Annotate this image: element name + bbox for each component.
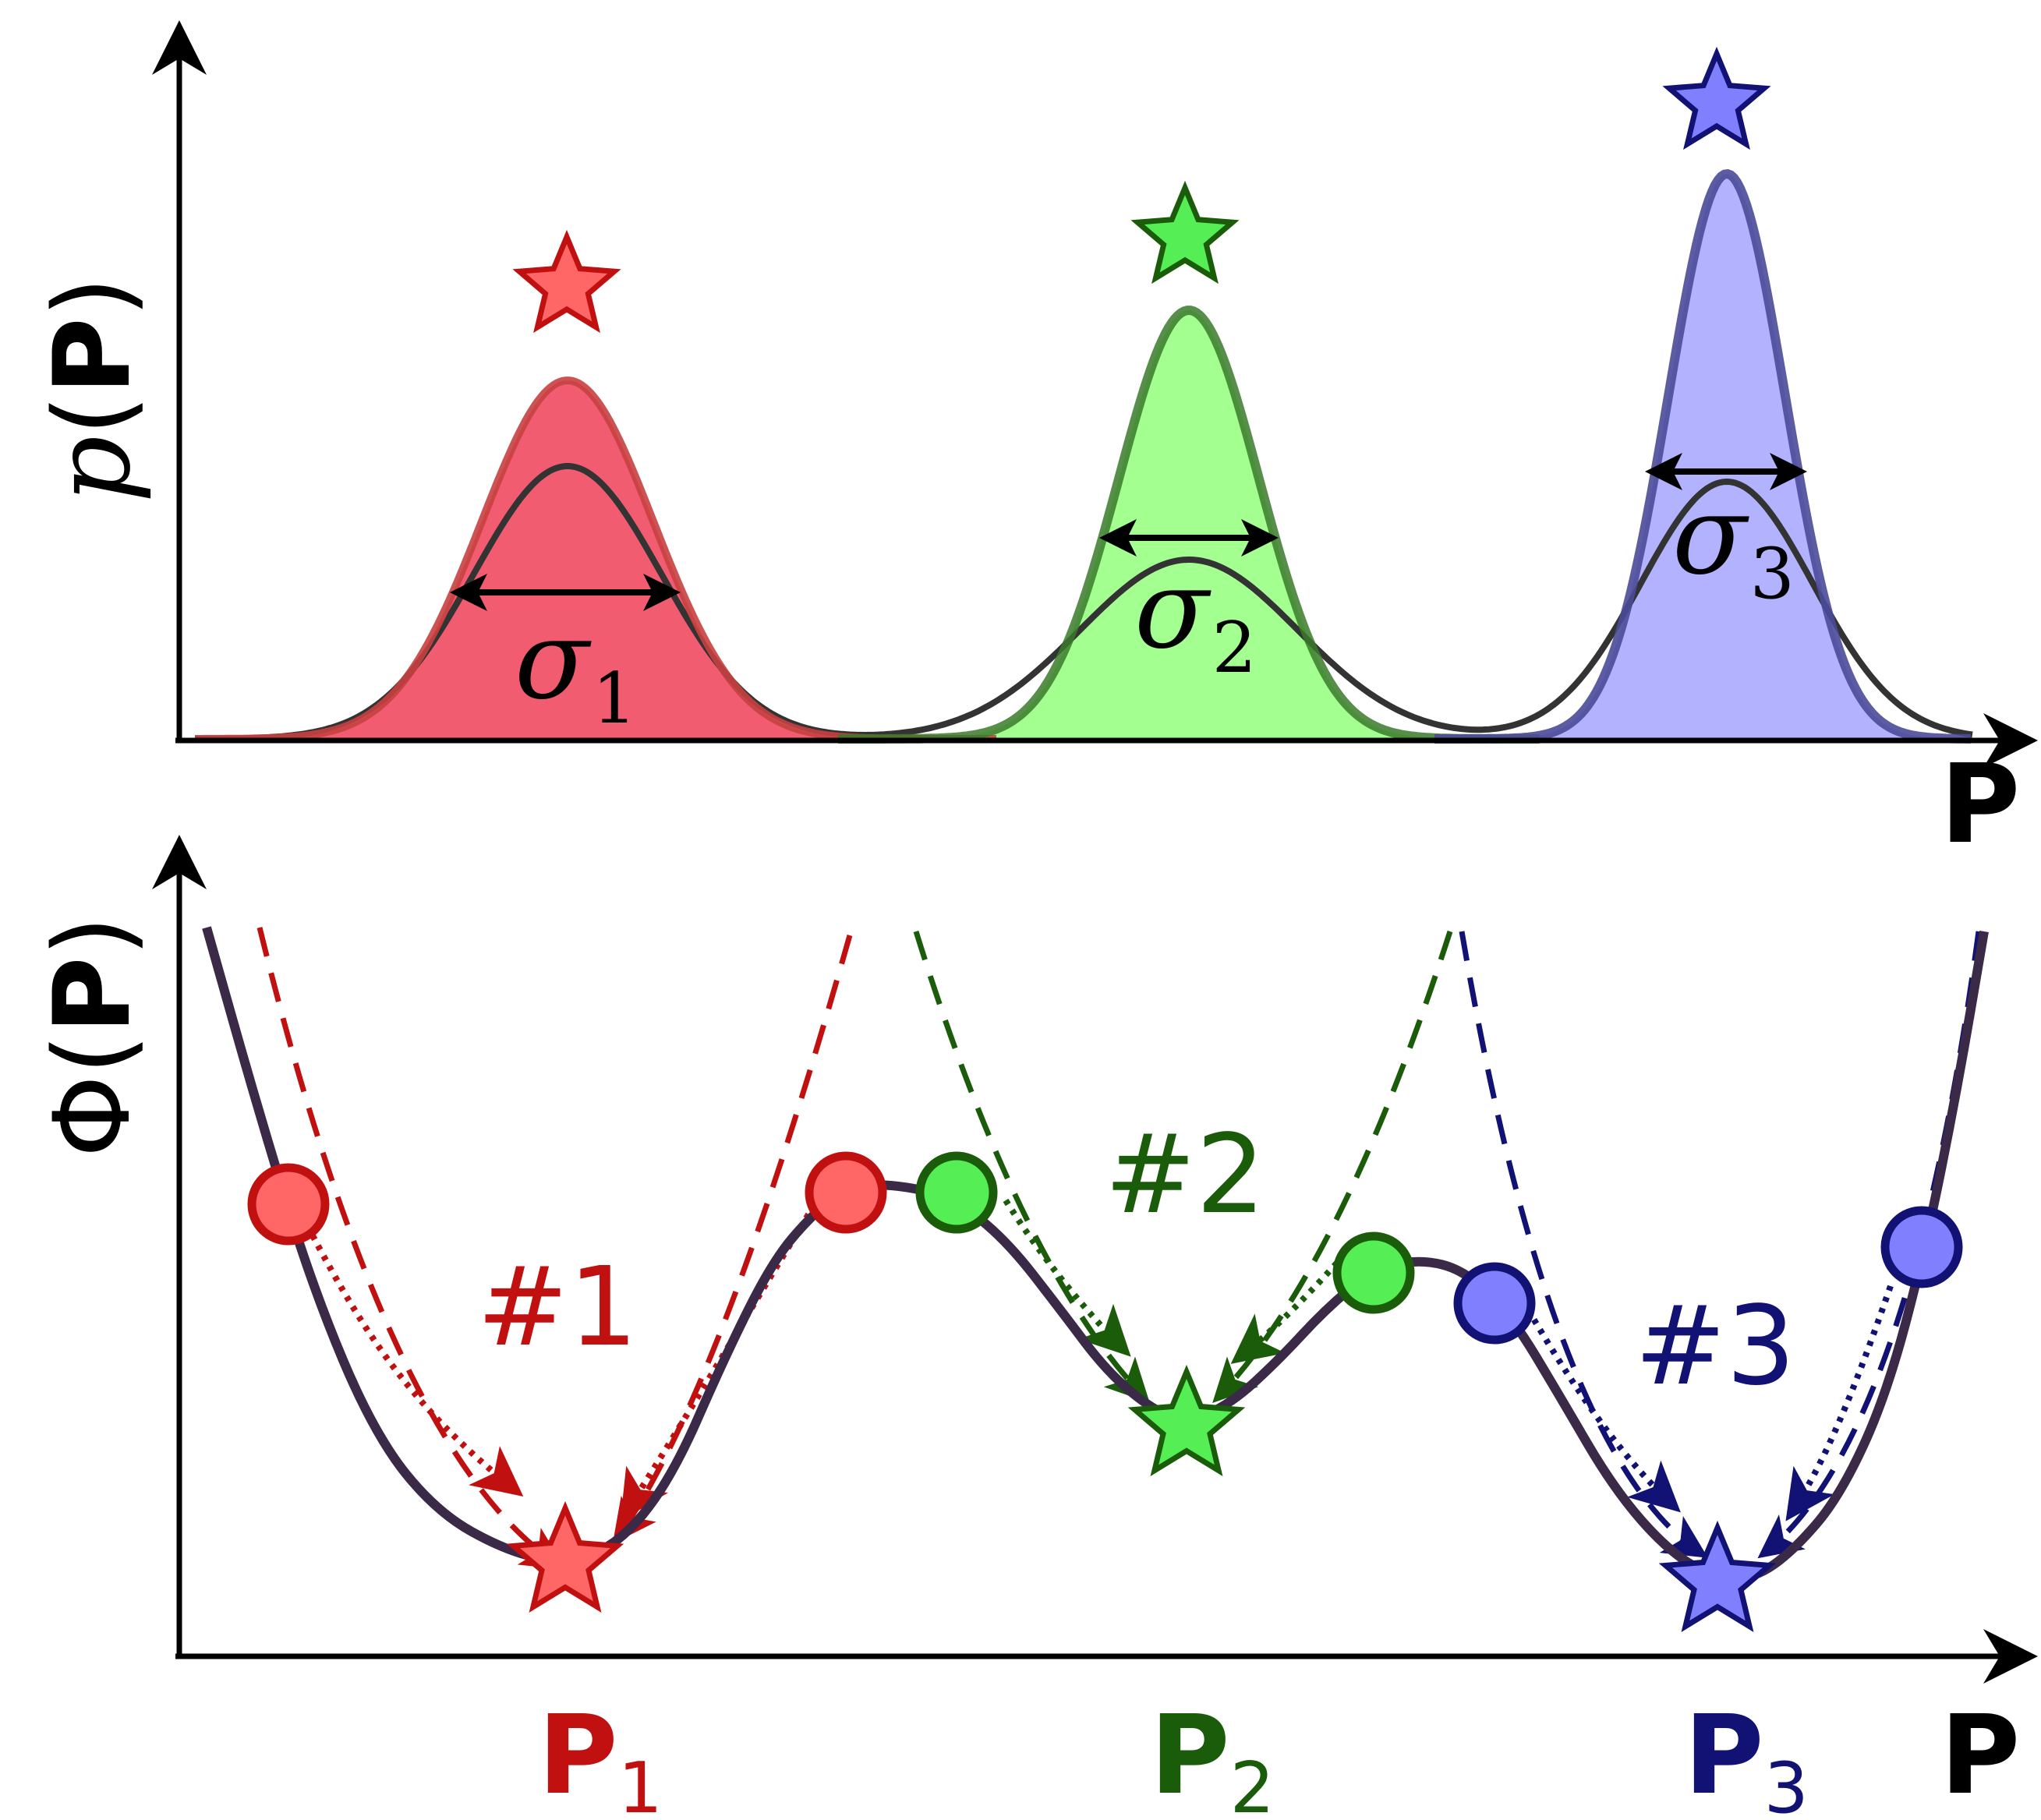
sigma-1-label: σ1	[515, 597, 637, 740]
sigma-3-label: σ3	[1672, 472, 1795, 615]
descent-path-2-right	[1230, 1260, 1339, 1364]
top-x-axis-label: P	[1940, 741, 2021, 868]
star-icon	[506, 1500, 624, 1613]
well-label-1: #1	[477, 1244, 638, 1371]
descent-path-2-left	[1003, 1198, 1131, 1357]
circle-marker	[1332, 1232, 1415, 1314]
local-quadratic-3-left	[1459, 931, 1708, 1558]
circle-marker	[1880, 1206, 1963, 1288]
top-y-axis-label: p(P)	[31, 277, 154, 504]
sigma-2-label: σ2	[1134, 546, 1257, 689]
circle-marker	[805, 1151, 887, 1234]
star-icon	[1662, 46, 1771, 150]
star-icon	[1127, 1364, 1246, 1476]
gaussian-2-curve	[838, 306, 1540, 744]
minimum-label-2: P2	[1150, 1692, 1275, 1820]
sample-markers	[247, 1151, 1963, 1632]
local-quadratic-1-right	[612, 935, 853, 1544]
bottom-x-axis-label: P	[1940, 1692, 2021, 1819]
circle-marker	[247, 1163, 330, 1246]
potential-curve	[202, 926, 1989, 1583]
minimum-label-1: P1	[538, 1692, 663, 1820]
well-label-3: #3	[1635, 1283, 1795, 1410]
peak-stars	[512, 46, 1771, 334]
star-icon	[1658, 1520, 1777, 1632]
circle-marker	[1453, 1262, 1536, 1345]
descent-path-1-right	[620, 1202, 818, 1521]
star-icon	[512, 229, 621, 334]
bottom-panel: #1 #2 #3 P1 P2 P3 Φ(P) P	[31, 835, 2038, 1820]
descent-path-3-left	[1525, 1307, 1681, 1513]
gaussian-3-fill	[1434, 174, 1972, 740]
top-panel: σ1 σ2 σ3 p(P) P	[31, 20, 2038, 868]
mixture-density-curve	[195, 463, 1973, 742]
gaussian-1-fill	[195, 380, 996, 739]
gaussian-3-curve	[1434, 168, 1971, 744]
minimum-label-3: P3	[1684, 1692, 1809, 1820]
local-quadratic-1-left	[256, 927, 566, 1570]
star-icon	[1130, 180, 1240, 284]
local-quadratic-2-left	[913, 930, 1150, 1404]
well-label-2: #2	[1105, 1111, 1265, 1239]
descent-path-3-right	[1785, 1285, 1894, 1521]
bottom-y-axis-label: Φ(P)	[31, 916, 154, 1158]
circle-marker	[915, 1151, 998, 1234]
gaussian-2-fill	[838, 310, 1540, 740]
